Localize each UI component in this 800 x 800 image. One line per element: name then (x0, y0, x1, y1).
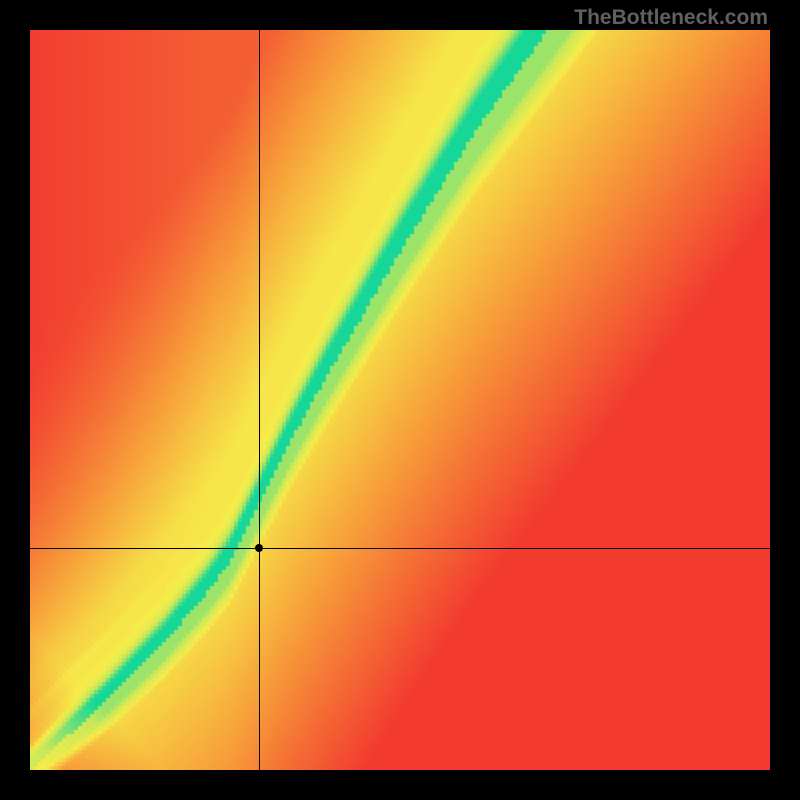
crosshair-vertical (259, 30, 260, 770)
plot-area (30, 30, 770, 770)
heatmap-canvas (30, 30, 770, 770)
crosshair-horizontal (30, 548, 770, 549)
chart-container: TheBottleneck.com (0, 0, 800, 800)
marker-dot (255, 544, 263, 552)
watermark-text: TheBottleneck.com (574, 6, 768, 30)
